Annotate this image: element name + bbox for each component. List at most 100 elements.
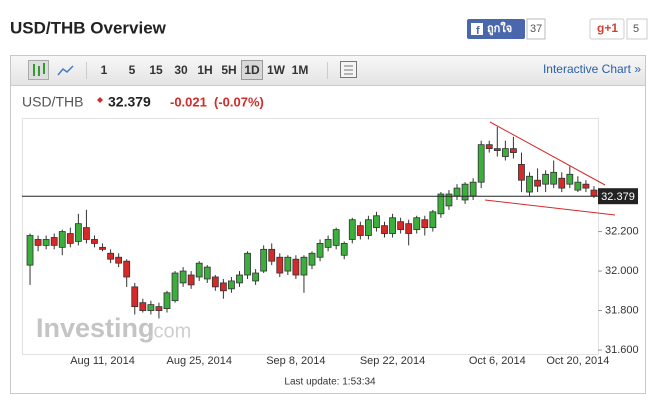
candle-body [228, 280, 235, 290]
candle-body [99, 246, 106, 250]
candle-body [501, 148, 509, 157]
interval-button[interactable]: 1M [292, 63, 309, 77]
candle-body [107, 252, 114, 260]
candle-body [566, 173, 574, 185]
candle-body [123, 260, 131, 278]
candle-body [453, 187, 461, 197]
candle-body [115, 256, 123, 264]
gplus-count-box [626, 18, 648, 40]
candle-body [260, 248, 268, 272]
candle-body [332, 229, 340, 246]
chart-frame [10, 55, 646, 394]
candle-body [429, 211, 437, 229]
candle-body [83, 227, 90, 240]
candle-body [405, 223, 413, 234]
candle-body [348, 219, 356, 240]
candle-body [91, 239, 98, 244]
candle-body [542, 173, 550, 185]
candle-body [437, 193, 445, 215]
candle-body [381, 225, 388, 234]
candle-body [292, 258, 300, 276]
candle-body [147, 304, 155, 311]
interval-button[interactable]: 30 [174, 63, 188, 77]
settings-glyph [344, 65, 353, 75]
change-pct: (-0.07%) [214, 94, 264, 109]
active-interval [241, 60, 263, 80]
gplus-count: 5 [633, 23, 639, 35]
candle-body [389, 217, 396, 234]
candle-body [413, 217, 421, 230]
candle-body [340, 243, 348, 256]
candle-body [34, 239, 42, 246]
candle-body [66, 233, 74, 244]
candle-body [50, 237, 58, 246]
like-label[interactable]: ถูกใจ [487, 21, 512, 36]
candle-body [42, 239, 50, 246]
candle-body [163, 292, 171, 309]
interval-button[interactable]: 1D [244, 63, 260, 77]
symbol: USD/THB [22, 94, 83, 110]
candle-body [139, 302, 147, 311]
gplus-button[interactable] [589, 18, 625, 40]
x-tick-label: Oct 20, 2014 [546, 355, 609, 367]
interval-button[interactable]: 5 [129, 63, 136, 77]
last-price-label: 32.379 [601, 191, 635, 203]
change: -0.021 [170, 94, 207, 109]
candle-body [268, 248, 276, 262]
candle-body [26, 235, 34, 266]
candle-body [324, 239, 332, 248]
interactive-chart-link[interactable]: Interactive Chart » [543, 62, 641, 76]
interval-button[interactable]: 1 [101, 63, 108, 77]
candle-body [397, 221, 405, 230]
x-tick-label: Sep 22, 2014 [360, 355, 425, 367]
candle-body [364, 219, 372, 236]
candle-body [590, 189, 598, 197]
candle-body [244, 252, 251, 276]
watermark: Investing [36, 313, 155, 343]
candle-body [421, 219, 429, 229]
candle-body [300, 256, 308, 276]
watermark: .com [148, 320, 191, 342]
candle-body [195, 262, 203, 278]
gplus-label[interactable]: g+1 [597, 21, 618, 35]
candle-body [284, 256, 292, 272]
candle-body [155, 306, 163, 311]
candle-body [574, 181, 582, 191]
x-tick-label: Aug 11, 2014 [70, 355, 135, 367]
fb-f: f [476, 25, 480, 37]
candle-body [485, 144, 493, 150]
candle-body [445, 193, 453, 207]
price: 32.379 [108, 94, 151, 110]
down-icon [97, 97, 103, 103]
x-tick-label: Oct 6, 2014 [469, 355, 526, 367]
candle-body [469, 181, 477, 197]
fb-icon [471, 23, 483, 35]
like-count-box [526, 18, 546, 40]
interval-button[interactable]: 1W [267, 63, 286, 77]
trend-line [489, 121, 606, 186]
y-tick-label: 31.600 [605, 344, 639, 356]
candle-body [219, 282, 227, 292]
candle-body [534, 179, 541, 187]
candle-body [171, 272, 179, 302]
candle-body [477, 144, 485, 183]
line-icon[interactable] [57, 65, 74, 76]
like-count: 37 [530, 23, 542, 35]
interval-button[interactable]: 15 [149, 63, 163, 77]
candle-body [510, 148, 517, 153]
y-tick-label: 32.000 [605, 265, 639, 277]
page-title: USD/THB Overview [10, 18, 167, 37]
candle-body [461, 183, 469, 201]
interval-button[interactable]: 1H [197, 63, 212, 77]
candle-body [276, 256, 284, 274]
last-price-box [598, 188, 638, 205]
candle-body [316, 243, 324, 258]
x-tick-label: Sep 8, 2014 [266, 355, 325, 367]
candle-body [550, 171, 558, 185]
interval-button[interactable]: 5H [221, 63, 236, 77]
candle-body [493, 148, 501, 151]
x-tick-label: Aug 25, 2014 [166, 355, 231, 367]
y-tick-label: 31.800 [605, 304, 639, 316]
candle-body [373, 215, 380, 229]
